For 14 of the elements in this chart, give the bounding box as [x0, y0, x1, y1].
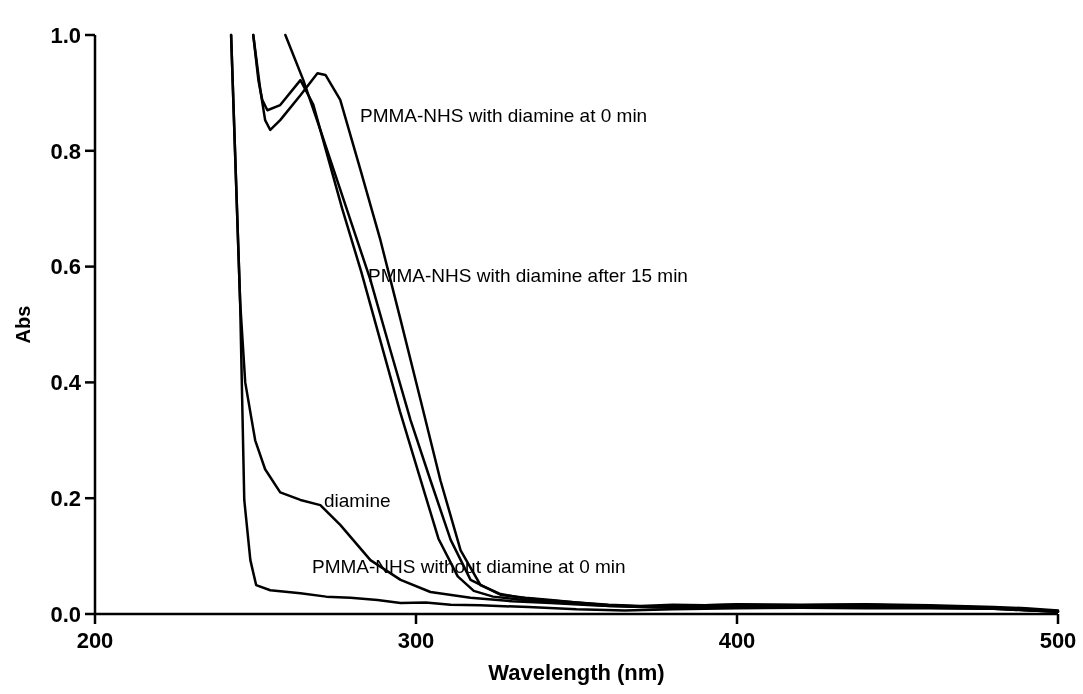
- annotation: diamine: [324, 489, 391, 511]
- y-tick-label: 0.6: [50, 254, 81, 280]
- y-tick-label: 0.4: [50, 370, 82, 396]
- x-tick-label: 300: [397, 628, 435, 653]
- y-tick-label: 1.0: [50, 22, 81, 48]
- y-tick-label: 0.8: [50, 138, 81, 164]
- x-axis-title: Wavelength (nm): [488, 660, 665, 685]
- x-tick-label: 400: [718, 628, 756, 653]
- y-axis-title: Abs: [12, 305, 34, 344]
- y-tick-label: 0.0: [50, 601, 81, 627]
- y-tick-label: 0.2: [50, 485, 81, 511]
- x-tick-label: 500: [1039, 628, 1077, 653]
- x-tick-label: 200: [76, 628, 114, 653]
- annotation: PMMA-NHS with diamine at 0 min: [360, 104, 648, 126]
